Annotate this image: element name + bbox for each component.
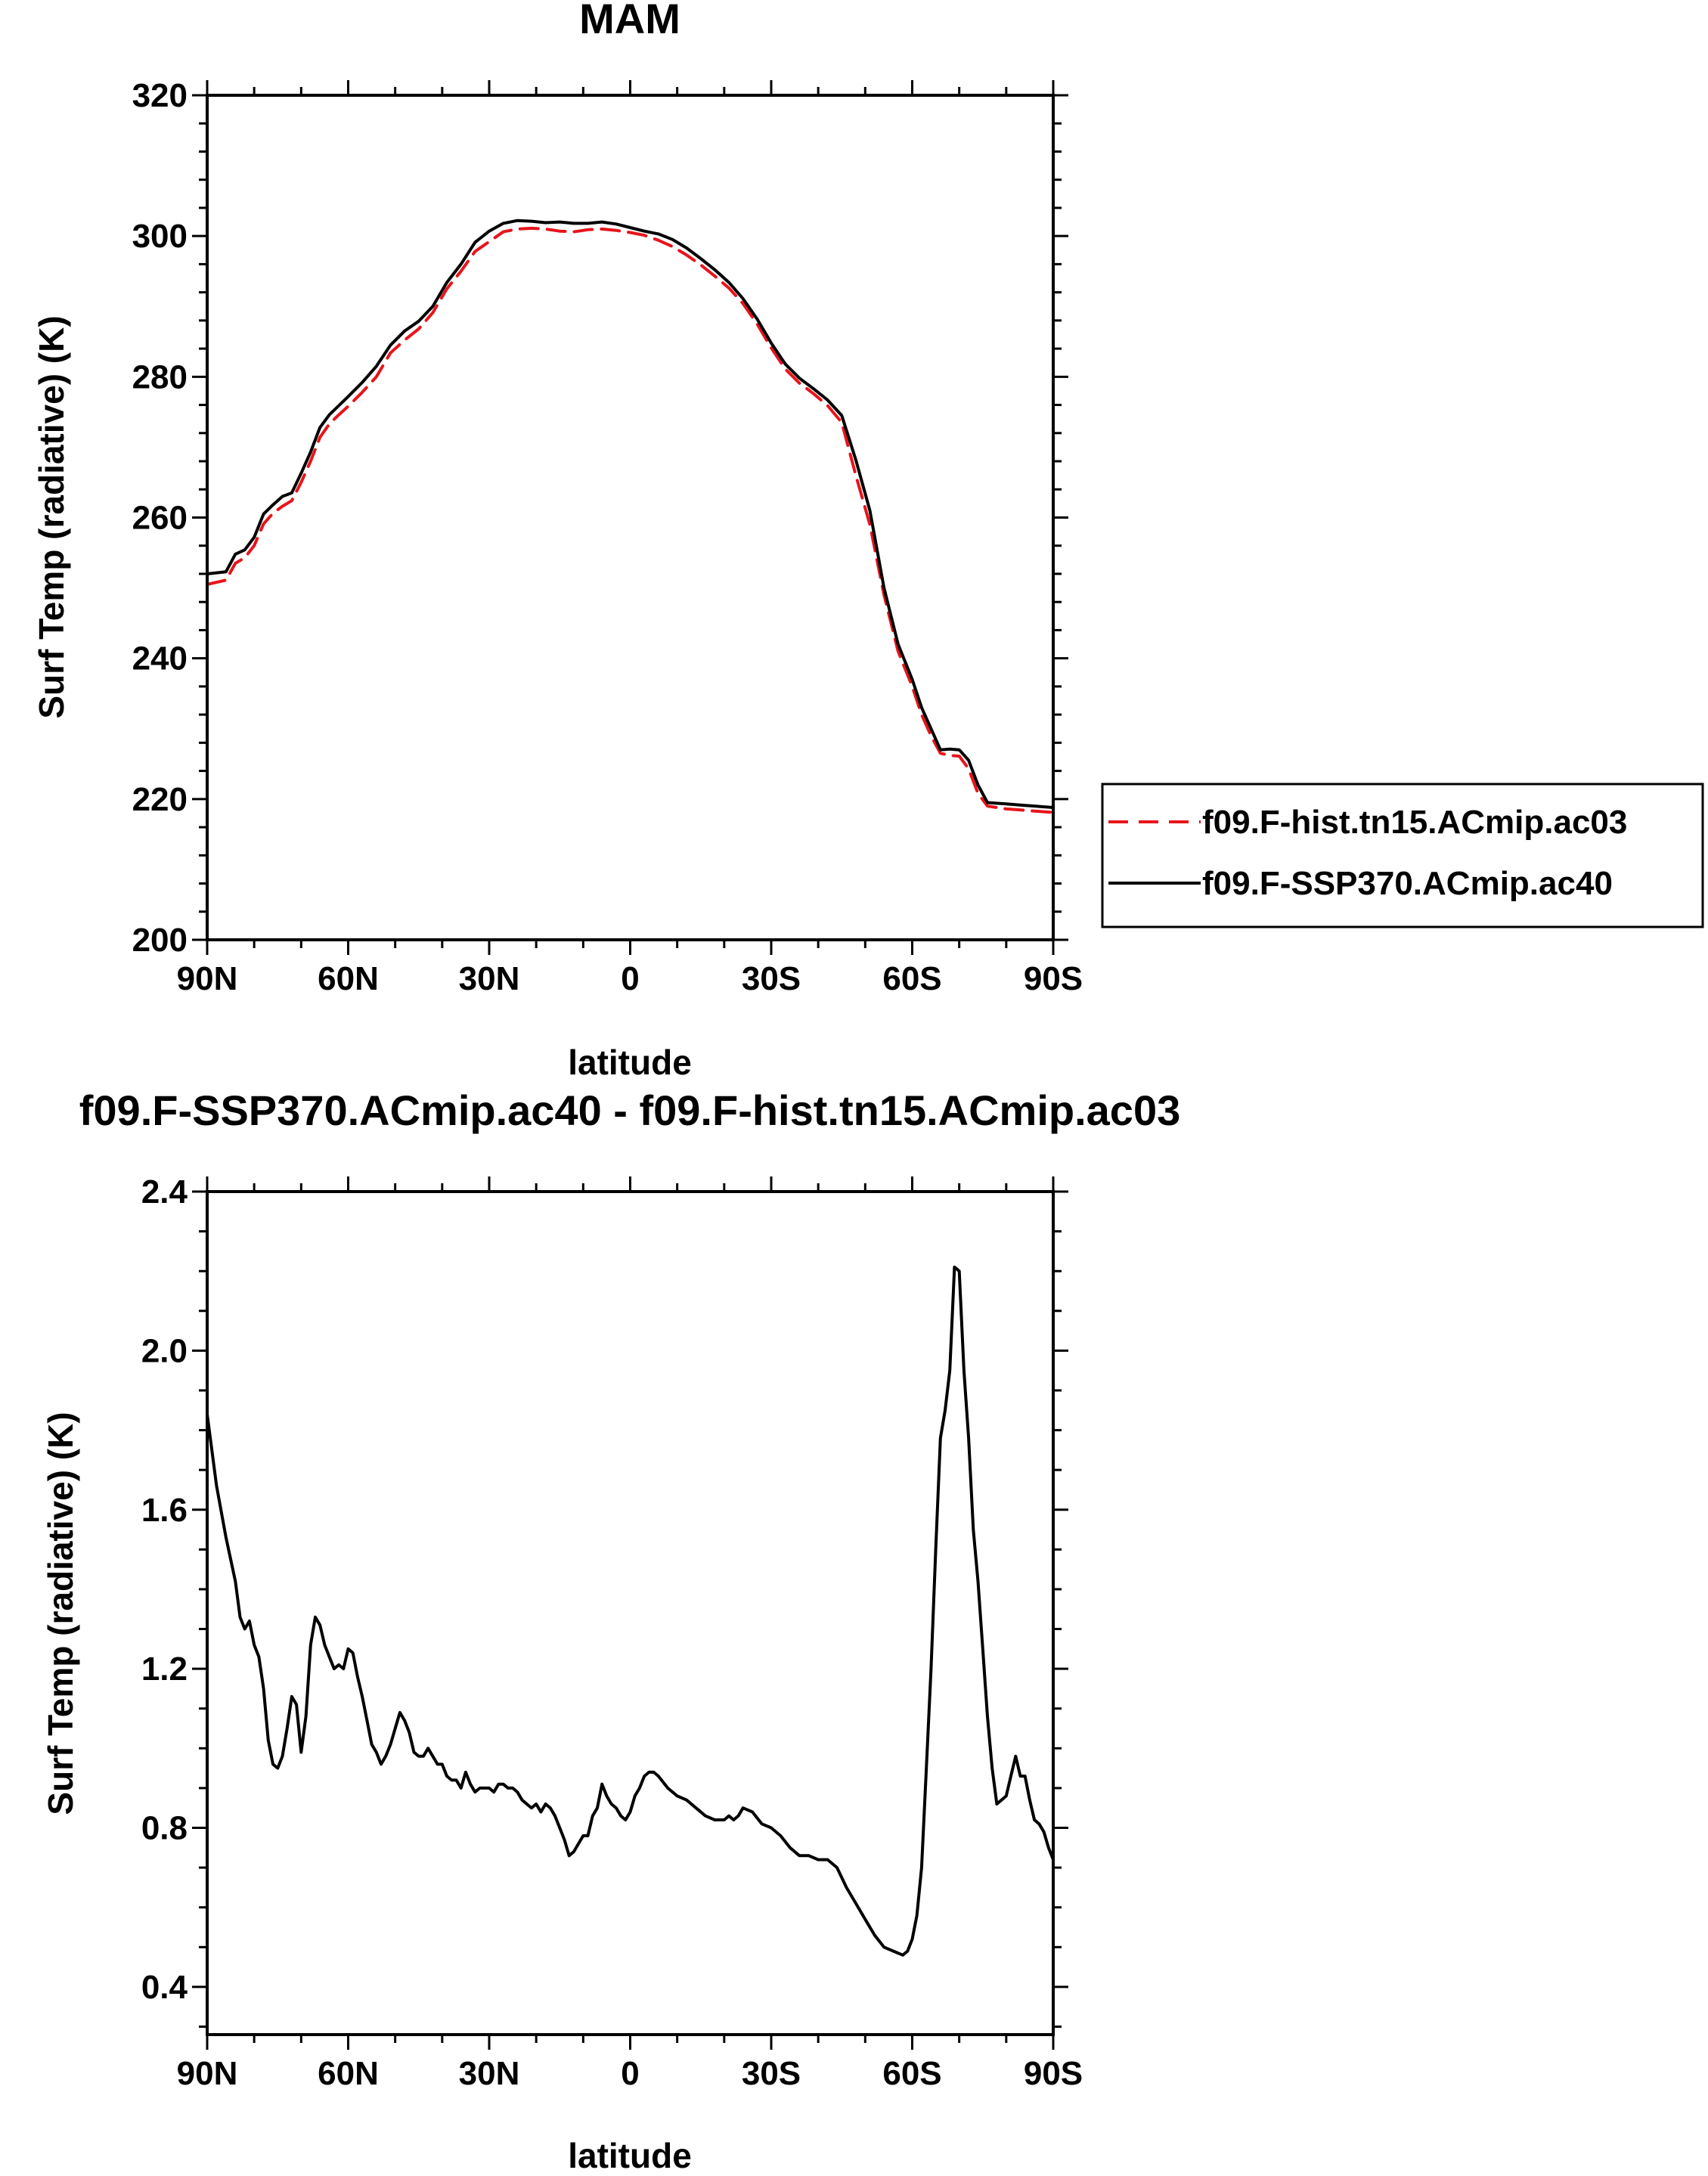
upper-chart-x-tick-label: 60S [882, 960, 941, 997]
lower-chart-x-tick-label: 60N [318, 2055, 379, 2092]
upper-chart-title: MAM [579, 0, 680, 42]
upper-chart-y-tick-label: 300 [132, 218, 188, 255]
legend-label-hist: f09.F-hist.tn15.ACmip.ac03 [1202, 804, 1627, 841]
upper-chart-x-tick-label: 90S [1024, 960, 1083, 997]
upper-chart-y-tick-label: 240 [132, 640, 188, 677]
legend-box [1101, 783, 1704, 928]
lower-chart-frame [206, 1190, 1055, 2036]
upper-chart-ticks: 90N 60N 30N 0 30S 60S 90S 200 220 240 260 280 300 320 [132, 77, 1083, 997]
upper-chart-legend: f09.F-hist.tn15.ACmip.ac03 f09.F-SSP370.… [1101, 783, 1704, 928]
lower-chart-x-tick-label: 30N [459, 2055, 520, 2092]
lower-chart-x-tick-label: 30S [742, 2055, 801, 2092]
lower-chart-ticks: 90N 60N 30N 0 30S 60S 90S 0.4 0.8 1.2 1.6 2.0 2.4 [141, 1173, 1083, 2092]
upper-chart-series-line-1 [206, 226, 1055, 814]
lower-chart-y-tick-label: 0.4 [141, 1969, 188, 2006]
upper-chart-y-axis-label: Surf Temp (radiative) (K) [32, 315, 71, 718]
upper-chart-x-axis-label: latitude [568, 1043, 692, 1082]
lower-chart-y-axis-label: Surf Temp (radiative) (K) [41, 1412, 80, 1815]
upper-chart-x-tick-label: 30S [742, 960, 801, 997]
lower-chart-y-tick-label: 2.0 [141, 1332, 188, 1369]
lower-chart: f09.F-SSP370.ACmip.ac40 - f09.F-hist.tn1… [41, 1086, 1180, 2175]
upper-chart-x-tick-label: 90N [177, 960, 238, 997]
lower-chart-plot-area [206, 1265, 1055, 1957]
lower-chart-x-tick-label: 60S [882, 2055, 941, 2092]
lower-chart-y-tick-label: 1.2 [141, 1651, 188, 1688]
lower-chart-y-tick-label: 0.8 [141, 1810, 188, 1847]
lower-chart-x-axis-label: latitude [568, 2136, 692, 2175]
upper-chart-y-tick-label: 320 [132, 77, 188, 114]
lower-chart-title: f09.F-SSP370.ACmip.ac40 - f09.F-hist.tn1… [79, 1086, 1181, 1134]
upper-chart-y-tick-label: 200 [132, 922, 188, 959]
upper-chart-x-tick-label: 60N [318, 960, 379, 997]
legend-label-ssp370: f09.F-SSP370.ACmip.ac40 [1202, 865, 1613, 902]
upper-chart-x-tick-label: 30N [459, 960, 520, 997]
lower-chart-x-tick-label: 0 [621, 2055, 639, 2092]
upper-chart-frame [206, 94, 1055, 941]
lower-chart-y-tick-label: 1.6 [141, 1492, 188, 1529]
lower-chart-y-tick-label: 2.4 [141, 1173, 188, 1210]
upper-chart-y-tick-label: 280 [132, 358, 188, 395]
lower-chart-x-tick-label: 90S [1024, 2055, 1083, 2092]
upper-chart-y-tick-label: 220 [132, 781, 188, 818]
lower-chart-series-line-1 [206, 1265, 1055, 1957]
upper-chart: MAM 90N 60N 30N 0 30S 60S 90S 200 220 240 260 280 30… [32, 0, 1704, 1082]
upper-chart-series-line-2 [206, 219, 1055, 809]
upper-chart-plot-area [206, 219, 1055, 814]
upper-chart-y-tick-label: 260 [132, 500, 188, 537]
lower-chart-x-tick-label: 90N [177, 2055, 238, 2092]
upper-chart-x-tick-label: 0 [621, 960, 639, 997]
